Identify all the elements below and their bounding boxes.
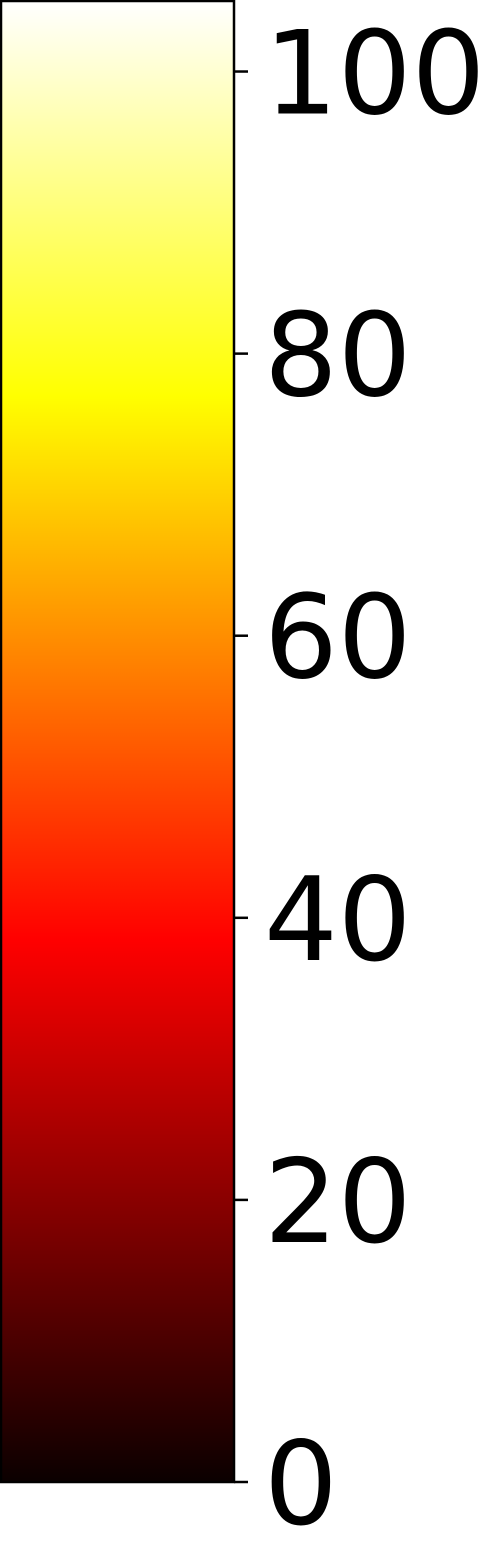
colorbar-frame	[0, 0, 236, 1484]
tick-label: 80	[264, 289, 412, 424]
colorbar-fill	[1, 1, 234, 1482]
tick-label: 40	[264, 853, 412, 988]
tick-label: 0	[264, 1417, 338, 1550]
tick-label: 60	[264, 571, 412, 706]
tick-label: 20	[264, 1135, 412, 1270]
tick-label: 100	[264, 7, 484, 142]
colorbar-ticks: 0 20 40 60 80 100	[234, 7, 484, 1550]
